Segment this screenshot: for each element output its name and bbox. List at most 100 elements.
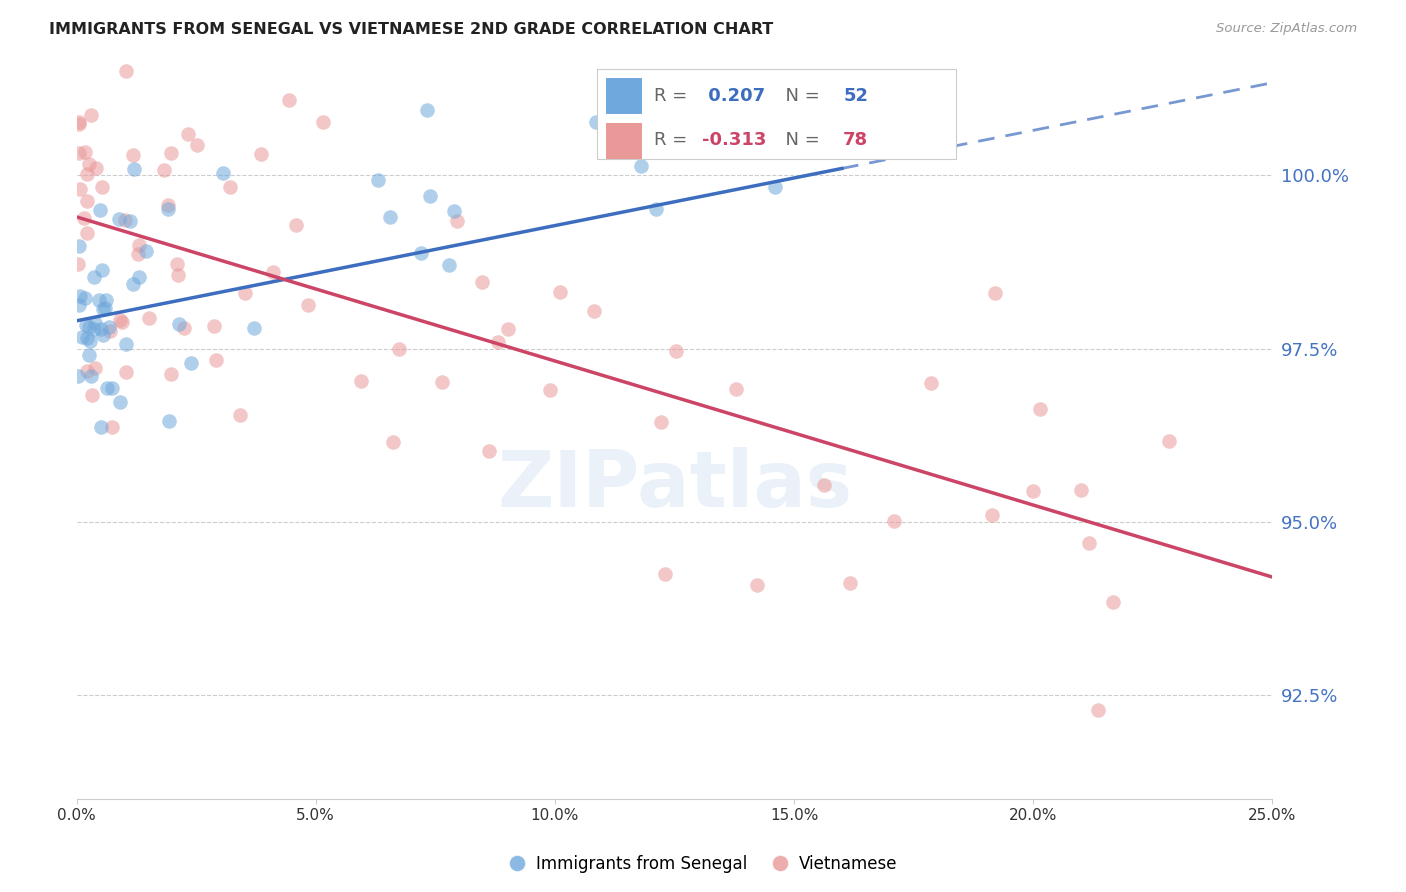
Point bbox=[76, 167, 98, 181]
Point bbox=[409, 246, 432, 260]
Point bbox=[219, 179, 242, 194]
Point bbox=[262, 265, 284, 279]
Point bbox=[153, 162, 176, 177]
Point bbox=[654, 566, 676, 581]
Point bbox=[90, 322, 112, 336]
Text: 78: 78 bbox=[844, 131, 869, 150]
Point bbox=[439, 258, 461, 272]
Point bbox=[110, 313, 132, 327]
Point bbox=[67, 117, 90, 131]
Point bbox=[108, 211, 131, 226]
Text: N =: N = bbox=[773, 87, 825, 104]
Point bbox=[416, 103, 439, 117]
Point bbox=[89, 203, 111, 218]
Point bbox=[211, 165, 233, 179]
Legend: Immigrants from Senegal, Vietnamese: Immigrants from Senegal, Vietnamese bbox=[502, 848, 904, 880]
Point bbox=[724, 382, 747, 396]
Point bbox=[66, 369, 89, 384]
Point bbox=[84, 316, 107, 330]
Point bbox=[108, 394, 131, 409]
Point bbox=[75, 318, 97, 333]
Point bbox=[233, 285, 256, 300]
Point bbox=[284, 219, 307, 233]
Point bbox=[645, 202, 668, 216]
Point bbox=[67, 146, 90, 161]
Point bbox=[76, 226, 98, 240]
Point bbox=[1087, 703, 1109, 717]
Point bbox=[67, 115, 90, 129]
Point bbox=[1070, 483, 1092, 498]
Point bbox=[83, 269, 105, 284]
Point bbox=[114, 64, 136, 78]
Point bbox=[69, 289, 91, 303]
Point bbox=[87, 293, 110, 307]
Point bbox=[1157, 434, 1180, 448]
Point bbox=[122, 148, 145, 162]
Point bbox=[77, 157, 100, 171]
Point bbox=[69, 182, 91, 196]
Point bbox=[160, 367, 183, 381]
Point bbox=[471, 275, 494, 289]
Text: IMMIGRANTS FROM SENEGAL VS VIETNAMESE 2ND GRADE CORRELATION CHART: IMMIGRANTS FROM SENEGAL VS VIETNAMESE 2N… bbox=[49, 22, 773, 37]
Text: 0.207: 0.207 bbox=[702, 87, 765, 104]
Text: R =: R = bbox=[654, 87, 693, 104]
Point bbox=[80, 368, 103, 383]
Point bbox=[157, 414, 180, 428]
Point bbox=[94, 293, 117, 307]
Bar bbox=[606, 78, 643, 114]
Text: N =: N = bbox=[773, 131, 825, 150]
Point bbox=[443, 204, 465, 219]
Point bbox=[980, 508, 1002, 522]
Text: R =: R = bbox=[654, 131, 693, 150]
Point bbox=[90, 419, 112, 434]
Point bbox=[883, 514, 905, 528]
Point bbox=[1028, 401, 1050, 416]
Point bbox=[1022, 483, 1045, 498]
Point bbox=[311, 115, 333, 129]
Point bbox=[76, 194, 98, 209]
Point bbox=[763, 179, 786, 194]
Point bbox=[650, 415, 672, 429]
Point bbox=[486, 334, 509, 349]
Point bbox=[157, 202, 180, 217]
Point bbox=[367, 173, 389, 187]
Point bbox=[77, 348, 100, 362]
Point bbox=[839, 575, 862, 590]
Point bbox=[94, 301, 117, 316]
Point bbox=[128, 270, 150, 285]
Point bbox=[173, 321, 195, 335]
Point bbox=[1102, 595, 1125, 609]
Point bbox=[76, 364, 98, 378]
Point bbox=[630, 159, 652, 173]
Point bbox=[80, 388, 103, 402]
Point bbox=[166, 257, 188, 271]
Point bbox=[177, 127, 200, 141]
Point bbox=[277, 94, 299, 108]
Point bbox=[496, 322, 519, 336]
Point bbox=[745, 578, 768, 592]
Point bbox=[128, 237, 150, 252]
Point bbox=[84, 360, 107, 375]
Text: 52: 52 bbox=[844, 87, 868, 104]
Point bbox=[66, 257, 89, 271]
Point bbox=[77, 319, 100, 334]
Text: ZIPatlas: ZIPatlas bbox=[496, 447, 852, 523]
Point bbox=[67, 239, 90, 253]
Point bbox=[585, 115, 607, 129]
Point bbox=[100, 381, 122, 395]
Point bbox=[166, 268, 188, 282]
Bar bbox=[606, 123, 643, 159]
Point bbox=[79, 334, 101, 349]
Point bbox=[813, 478, 835, 492]
Point bbox=[91, 327, 114, 342]
FancyBboxPatch shape bbox=[596, 70, 956, 159]
Point bbox=[83, 322, 105, 336]
Point bbox=[91, 180, 114, 194]
Point bbox=[378, 210, 401, 224]
Point bbox=[91, 302, 114, 317]
Point bbox=[114, 336, 136, 351]
Point bbox=[73, 211, 96, 225]
Point bbox=[243, 320, 266, 334]
Point bbox=[121, 277, 143, 291]
Point bbox=[665, 344, 688, 359]
